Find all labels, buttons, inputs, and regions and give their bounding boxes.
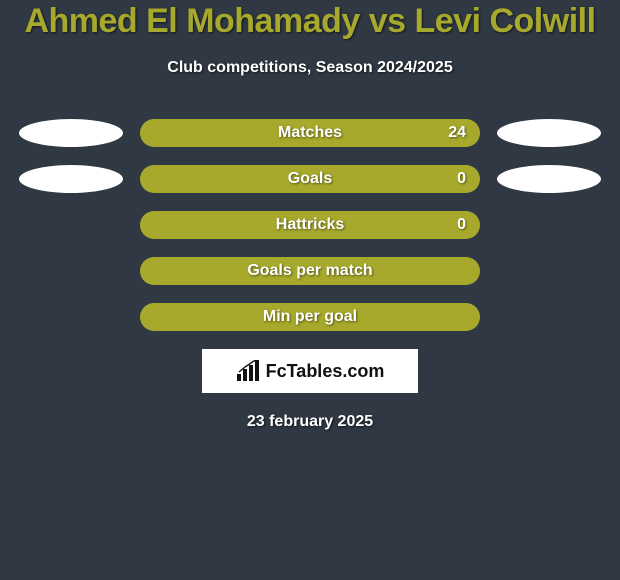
stat-value-right: 0 — [457, 216, 466, 234]
stat-value-right: 24 — [448, 124, 466, 142]
stat-bar: Hattricks 0 — [140, 211, 480, 239]
stat-label: Hattricks — [276, 216, 344, 234]
stat-bar: Goals 0 — [140, 165, 480, 193]
stat-row: Hattricks 0 — [0, 211, 620, 239]
right-badge-slot — [494, 119, 604, 147]
stats-area: Matches 24 Goals 0 Hattricks 0 Goals per match… — [0, 119, 620, 331]
logo-text: FcTables.com — [266, 361, 385, 382]
stat-row: Goals per match — [0, 257, 620, 285]
stat-row: Matches 24 — [0, 119, 620, 147]
right-badge-slot — [494, 165, 604, 193]
player-badge-left — [19, 165, 123, 193]
subtitle: Club competitions, Season 2024/2025 — [0, 59, 620, 77]
stat-row: Goals 0 — [0, 165, 620, 193]
stat-label: Goals — [288, 170, 332, 188]
logo-box: FcTables.com — [202, 349, 418, 393]
left-badge-slot — [16, 211, 126, 239]
infographic-container: Ahmed El Mohamady vs Levi Colwill Club c… — [0, 0, 620, 580]
left-badge-slot — [16, 303, 126, 331]
right-badge-slot — [494, 257, 604, 285]
right-badge-slot — [494, 211, 604, 239]
player-badge-right — [497, 119, 601, 147]
stat-bar: Matches 24 — [140, 119, 480, 147]
right-badge-slot — [494, 303, 604, 331]
left-badge-slot — [16, 257, 126, 285]
page-title: Ahmed El Mohamady vs Levi Colwill — [0, 2, 620, 41]
player-badge-left — [19, 119, 123, 147]
left-badge-slot — [16, 119, 126, 147]
stat-bar: Goals per match — [140, 257, 480, 285]
left-badge-slot — [16, 165, 126, 193]
stat-label: Matches — [278, 124, 342, 142]
stat-row: Min per goal — [0, 303, 620, 331]
stat-value-right: 0 — [457, 170, 466, 188]
chart-icon — [236, 360, 260, 382]
date-text: 23 february 2025 — [0, 413, 620, 431]
stat-label: Min per goal — [263, 308, 357, 326]
player-badge-right — [497, 165, 601, 193]
stat-bar: Min per goal — [140, 303, 480, 331]
stat-label: Goals per match — [247, 262, 372, 280]
